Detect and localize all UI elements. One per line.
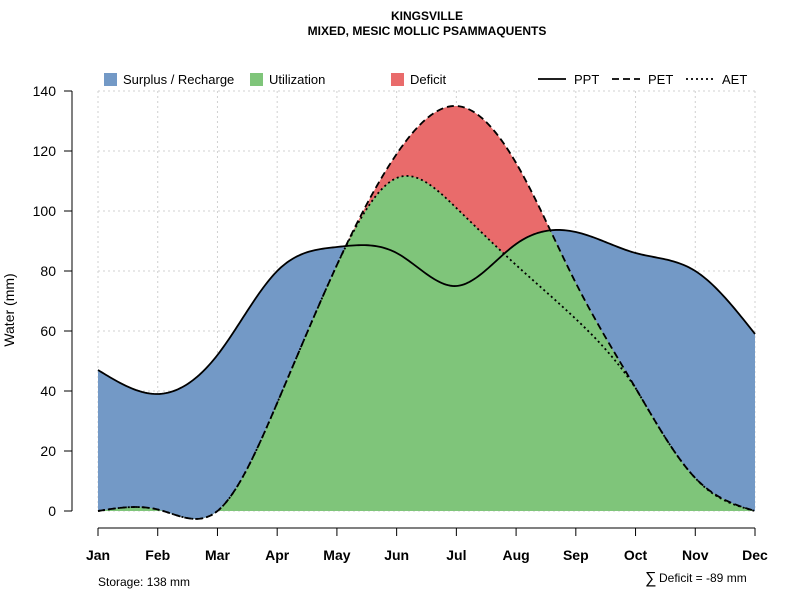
y-tick-label: 80 [40, 263, 56, 279]
surplus-overlay-area [98, 105, 755, 519]
x-tick-label: Aug [502, 547, 529, 563]
legend-swatch-2 [391, 73, 404, 86]
deficit-total-label: Deficit = -89 mm [659, 571, 747, 585]
storage-label: Storage: 138 mm [98, 575, 190, 589]
x-tick-label: Jan [86, 547, 110, 563]
x-tick-label: May [323, 547, 350, 563]
x-tick-label: Apr [265, 547, 290, 563]
y-tick-label: 20 [40, 443, 56, 459]
y-tick-label: 0 [48, 503, 56, 519]
line-layer [97, 105, 756, 520]
x-tick-label: Feb [145, 547, 170, 563]
x-tick-label: Oct [624, 547, 648, 563]
legend-line-label-ppt: PPT [574, 72, 599, 87]
series-line-ppt [97, 229, 756, 395]
legend-label-0: Surplus / Recharge [123, 72, 234, 87]
x-tick-label: Nov [682, 547, 709, 563]
legend-line-label-aet: AET [722, 72, 747, 87]
y-tick-label: 140 [33, 83, 57, 99]
axes: 0 20 40 60 80 100 120 140 Jan Feb Mar Apr May Jun Jul A… [33, 83, 768, 563]
x-tick-label: Dec [742, 547, 768, 563]
legend-label-2: Deficit [410, 72, 447, 87]
y-tick-label: 60 [40, 323, 56, 339]
x-tick-label: Sep [563, 547, 589, 563]
legend-label-1: Utilization [269, 72, 325, 87]
legend-line-label-pet: PET [648, 72, 673, 87]
legend-swatch-0 [104, 73, 117, 86]
chart-title: KINGSVILLE [391, 9, 463, 23]
legend: Surplus / Recharge Utilization Deficit PPT P… [104, 72, 747, 87]
y-tick-label: 100 [33, 203, 57, 219]
y-axis-title: Water (mm) [1, 273, 17, 346]
chart-subtitle: MIXED, MESIC MOLLIC PSAMMAQUENTS [308, 24, 547, 38]
y-tick-label: 120 [33, 143, 57, 159]
deficit-sum-icon: ∑ [645, 570, 656, 587]
area-layer [98, 105, 755, 519]
utilization-aet-area [98, 175, 755, 519]
legend-swatch-1 [250, 73, 263, 86]
x-tick-label: Mar [205, 547, 230, 563]
x-tick-label: Jun [384, 547, 409, 563]
series-line-aet [97, 175, 756, 520]
y-tick-label: 40 [40, 383, 56, 399]
x-tick-label: Jul [446, 547, 466, 563]
